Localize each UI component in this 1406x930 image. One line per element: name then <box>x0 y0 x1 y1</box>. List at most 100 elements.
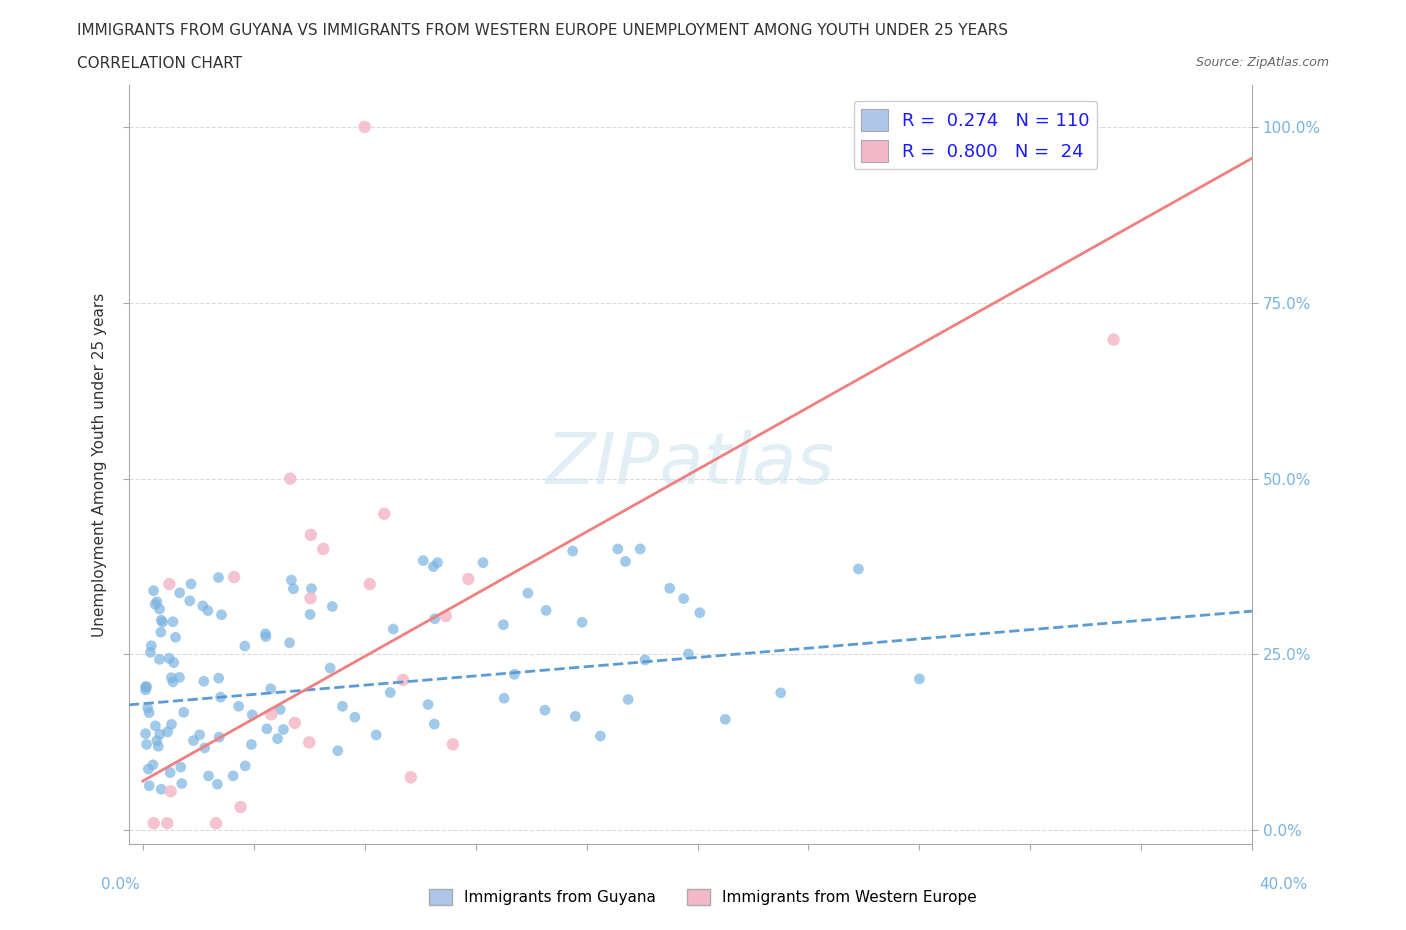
Point <box>714 711 737 726</box>
Point <box>278 472 301 486</box>
Point <box>173 705 195 720</box>
Point <box>150 782 173 797</box>
Point <box>138 778 160 793</box>
Point <box>423 611 446 626</box>
Point <box>160 671 183 685</box>
Point <box>240 708 263 723</box>
Point <box>145 718 167 733</box>
Point <box>312 541 335 556</box>
Point <box>392 672 415 687</box>
Point <box>457 572 479 587</box>
Point <box>142 757 165 772</box>
Point <box>197 768 219 783</box>
Point <box>399 770 422 785</box>
Point <box>326 743 349 758</box>
Point <box>142 816 165 830</box>
Point <box>228 698 250 713</box>
Point <box>299 607 322 622</box>
Point <box>472 555 495 570</box>
Text: IMMIGRANTS FROM GUYANA VS IMMIGRANTS FROM WESTERN EUROPE UNEMPLOYMENT AMONG YOUT: IMMIGRANTS FROM GUYANA VS IMMIGRANTS FRO… <box>77 23 1008 38</box>
Text: Source: ZipAtlas.com: Source: ZipAtlas.com <box>1195 56 1329 69</box>
Point <box>908 671 931 686</box>
Point <box>561 543 583 558</box>
Text: 0.0%: 0.0% <box>101 877 141 892</box>
Point <box>149 726 172 741</box>
Point <box>162 615 184 630</box>
Text: 40.0%: 40.0% <box>1260 877 1308 892</box>
Point <box>208 671 231 685</box>
Point <box>156 724 179 739</box>
Point <box>658 581 681 596</box>
Point <box>169 670 191 684</box>
Point <box>689 605 711 620</box>
Point <box>134 726 156 741</box>
Point <box>256 722 278 737</box>
Point <box>136 762 159 777</box>
Point <box>503 667 526 682</box>
Point <box>382 621 405 636</box>
Point <box>254 629 277 644</box>
Point <box>159 765 181 780</box>
Legend: Immigrants from Guyana, Immigrants from Western Europe: Immigrants from Guyana, Immigrants from … <box>423 883 983 911</box>
Point <box>343 710 366 724</box>
Point <box>205 816 228 830</box>
Point <box>516 586 538 601</box>
Point <box>359 577 381 591</box>
Point <box>163 655 186 670</box>
Point <box>135 737 157 752</box>
Point <box>441 737 464 751</box>
Point <box>149 602 172 617</box>
Point <box>193 674 215 689</box>
Point <box>492 618 515 632</box>
Point <box>240 737 263 752</box>
Point <box>416 698 439 712</box>
Point <box>589 728 612 743</box>
Point <box>494 691 516 706</box>
Point <box>209 690 232 705</box>
Point <box>170 777 193 791</box>
Point <box>266 731 288 746</box>
Point <box>299 527 322 542</box>
Point <box>229 800 252 815</box>
Point <box>380 685 402 700</box>
Point <box>157 651 180 666</box>
Point <box>139 644 162 659</box>
Point <box>149 625 172 640</box>
Point <box>156 816 179 830</box>
Point <box>299 591 322 605</box>
Point <box>135 683 157 698</box>
Point <box>769 685 792 700</box>
Point <box>412 553 434 568</box>
Point <box>614 554 637 569</box>
Point <box>138 705 160 720</box>
Point <box>179 593 201 608</box>
Point <box>678 646 700 661</box>
Point <box>260 707 283 722</box>
Point <box>134 679 156 694</box>
Point <box>233 759 256 774</box>
Point <box>222 768 245 783</box>
Point <box>165 630 187 644</box>
Point <box>534 603 557 618</box>
Point <box>848 562 870 577</box>
Point <box>434 608 457 623</box>
Point <box>146 594 169 609</box>
Point <box>162 674 184 689</box>
Point <box>278 635 301 650</box>
Point <box>157 577 180 591</box>
Point <box>298 735 321 750</box>
Point <box>170 760 193 775</box>
Point <box>148 738 170 753</box>
Point <box>194 740 217 755</box>
Point <box>299 581 322 596</box>
Point <box>1296 112 1319 126</box>
Point <box>628 541 651 556</box>
Point <box>319 660 342 675</box>
Point <box>353 120 375 135</box>
Point <box>160 717 183 732</box>
Point <box>183 733 205 748</box>
Point <box>321 599 343 614</box>
Point <box>422 559 444 574</box>
Point <box>180 577 202 591</box>
Point <box>135 680 157 695</box>
